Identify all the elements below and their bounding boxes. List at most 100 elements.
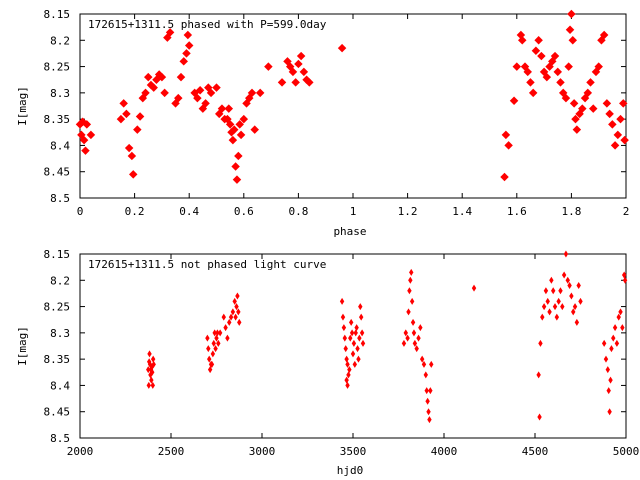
unphased-axis-ticks: 2000 2500 3000 3500 4000 4500 5000 8.15 8.2 8.25 8… (44, 248, 640, 458)
data-point (217, 329, 223, 337)
data-point (560, 303, 565, 311)
data-point (553, 67, 562, 77)
data-point (343, 345, 348, 353)
data-point (563, 250, 569, 258)
data-point (537, 51, 546, 61)
data-point (576, 282, 581, 290)
data-point (427, 416, 432, 424)
data-point (607, 408, 612, 416)
x-tick-label: 4500 (522, 445, 549, 458)
data-point (337, 43, 347, 53)
data-point (212, 83, 221, 92)
data-point (232, 297, 237, 305)
data-point (401, 339, 407, 347)
data-point (616, 114, 625, 124)
unphased-light-curve-chart: 2000 2500 3000 3500 4000 4500 5000 8.15 8.2 8.25 8… (16, 248, 639, 477)
data-point (160, 88, 169, 98)
phased-plot-frame (79, 13, 627, 199)
data-point (551, 287, 556, 295)
data-point (567, 9, 576, 19)
data-point (620, 135, 629, 145)
data-point (223, 324, 228, 332)
y-tick-label: 8.15 (44, 8, 71, 21)
data-point (428, 387, 433, 395)
data-point (179, 57, 188, 66)
x-tick-label: 1.6 (507, 205, 527, 218)
data-point (345, 360, 350, 368)
x-tick-label: 4000 (431, 445, 458, 458)
data-point (616, 313, 621, 321)
data-point (569, 292, 574, 300)
data-point (128, 170, 138, 179)
data-point (217, 104, 227, 113)
data-point (406, 308, 411, 316)
x-tick-label: 1 (350, 205, 357, 218)
data-point (414, 345, 419, 353)
data-point (425, 397, 430, 405)
y-tick-label: 8.4 (50, 139, 70, 152)
data-point (531, 46, 541, 56)
data-point (547, 308, 552, 316)
data-point (341, 324, 347, 332)
data-point (150, 355, 156, 363)
data-point (344, 355, 349, 363)
data-point (471, 284, 477, 292)
data-point (408, 276, 413, 284)
data-point (578, 297, 583, 305)
y-tick-label: 8.4 (50, 379, 70, 392)
data-point (182, 49, 191, 58)
data-point (149, 83, 158, 92)
data-point (618, 308, 623, 316)
data-point (150, 368, 155, 376)
data-point (340, 313, 346, 321)
data-point (205, 334, 210, 342)
data-point (352, 360, 358, 368)
data-point (610, 141, 620, 150)
data-point (574, 318, 580, 326)
data-point (556, 297, 561, 305)
data-point (528, 88, 538, 98)
data-point (212, 329, 217, 337)
data-point (305, 78, 314, 87)
data-point (124, 143, 134, 153)
phased-light-curve-chart: 0 0.2 0.4 0.6 0.8 1 1.2 1.4 1.6 1.8 2 8.15 8.2 8.25 8.… (16, 8, 629, 238)
data-point (147, 350, 152, 358)
data-point (225, 334, 230, 342)
data-point (122, 109, 131, 119)
data-point (572, 303, 578, 311)
data-point (234, 303, 239, 311)
data-point (216, 339, 221, 347)
data-point (144, 72, 153, 82)
data-point (534, 36, 543, 45)
data-point (225, 120, 235, 129)
data-point (613, 130, 623, 140)
data-point (536, 371, 541, 379)
data-point (347, 366, 352, 374)
data-point (288, 67, 298, 77)
data-point (239, 114, 249, 124)
data-point (526, 78, 535, 87)
data-point (339, 297, 345, 305)
data-point (133, 125, 142, 134)
data-point (608, 376, 613, 384)
data-point (565, 276, 570, 284)
data-point (556, 78, 565, 87)
data-point (211, 339, 216, 347)
data-point (354, 324, 359, 332)
data-point (234, 151, 243, 161)
data-point (214, 334, 219, 342)
data-point (403, 329, 408, 337)
x-tick-label: 2000 (67, 445, 94, 458)
x-tick-label: 2 (623, 205, 630, 218)
data-point (569, 99, 579, 108)
data-point (207, 366, 213, 374)
data-point (412, 339, 418, 347)
data-point (210, 350, 216, 358)
phased-x-axis-label: phase (333, 225, 366, 238)
data-point (255, 88, 265, 98)
data-point (264, 62, 273, 71)
data-point (614, 339, 620, 347)
data-point (235, 120, 244, 129)
phased-axis-ticks: 0 0.2 0.4 0.6 0.8 1 1.2 1.4 1.6 1.8 2 8.15 8.2 8.25 8.… (44, 8, 630, 218)
data-point (228, 135, 238, 145)
